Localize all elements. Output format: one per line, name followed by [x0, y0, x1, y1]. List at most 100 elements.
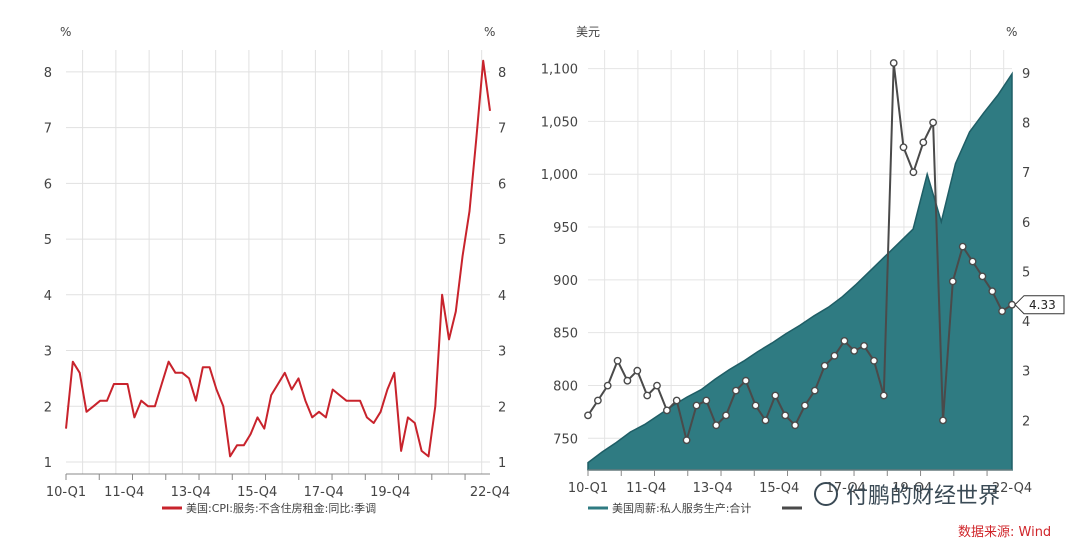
- y-tick-label-right: 7: [498, 122, 506, 137]
- x-tick-label: 19-Q4: [892, 481, 932, 496]
- y-tick-label-left: 950: [553, 221, 578, 236]
- x-tick-label: 15-Q4: [759, 481, 799, 496]
- y-tick-label-left: 1,000: [541, 168, 578, 183]
- series-point: [998, 307, 1006, 316]
- series-point: [672, 396, 681, 405]
- series-point: [781, 411, 790, 420]
- y-tick-label-left: 5: [44, 233, 52, 248]
- series-point: [584, 411, 592, 420]
- x-tick-label: 22-Q4: [992, 481, 1032, 496]
- series-point: [958, 242, 967, 251]
- wechat-icon: [814, 482, 838, 506]
- y-tick-label-right: 2: [498, 400, 506, 415]
- series-point: [939, 416, 947, 425]
- x-tick-label: 17-Q4: [304, 485, 344, 500]
- series-point: [929, 118, 937, 127]
- y-tick-label-right: 4: [498, 289, 506, 304]
- series-point: [791, 421, 799, 430]
- y-tick-label-left: 7: [44, 122, 52, 137]
- series-point: [909, 168, 918, 177]
- left-chart: % % 1 1 2 2 3 3 4 4 5 5 6 6 7 7 8 8 10-Q1 11-Q4 13-Q4 15-Q4 17…: [44, 25, 510, 515]
- watermark-text: 付鹏的财经世界: [846, 484, 1000, 509]
- y-tick-label-right: 6: [1022, 216, 1030, 231]
- series-line-yoy: [587, 62, 1013, 442]
- right-chart: 美元 % 750 800 850 900 950 1,000 1,050 1,100 2 3 4 5 6 7 8…: [541, 25, 1065, 515]
- series-point: [741, 376, 750, 385]
- series-point: [968, 257, 977, 266]
- end-value-callout: [1014, 295, 1065, 315]
- y-tick-label-right: 3: [498, 345, 506, 360]
- x-tick-label: 11-Q4: [626, 481, 666, 496]
- y-tick-label-right: 4: [1022, 315, 1030, 330]
- legend-label: 美国:CPI:服务:不含住房租金:同比:季调: [186, 501, 376, 515]
- series-point: [879, 391, 888, 400]
- y-tick-label-left: 1,050: [541, 115, 578, 130]
- series-point: [840, 336, 849, 345]
- y-tick-label-left: 6: [44, 177, 52, 192]
- y-tick-label-left: 850: [553, 327, 578, 342]
- series-point: [919, 138, 928, 147]
- series-point: [722, 411, 730, 420]
- x-tick-label: 15-Q4: [237, 485, 277, 500]
- source-label: 数据来源: Wind: [958, 525, 1051, 540]
- series-point: [623, 376, 632, 385]
- y-tick-label-right: 5: [498, 233, 506, 248]
- series-point: [899, 143, 908, 152]
- series-point: [988, 287, 997, 296]
- series-point: [830, 351, 839, 360]
- series-line-cpi-services: [65, 59, 491, 458]
- series-point: [712, 421, 721, 430]
- series-point: [948, 277, 957, 286]
- y-tick-label-right: 3: [1022, 365, 1030, 380]
- y-tick-label-left: 4: [44, 289, 52, 304]
- series-point: [850, 346, 859, 355]
- series-point: [889, 59, 898, 67]
- series-point: [643, 391, 652, 400]
- x-tick-label: 22-Q4: [470, 485, 510, 500]
- x-tick-label: 13-Q4: [693, 481, 733, 496]
- series-point: [870, 356, 878, 365]
- series-point: [810, 386, 819, 395]
- series-point: [732, 386, 740, 395]
- legend-label-area: 美国周薪:私人服务生产:合计: [612, 501, 751, 515]
- series-point: [771, 391, 780, 400]
- right-axis-unit: %: [1006, 25, 1017, 39]
- area-weekly-earnings: [587, 71, 1013, 471]
- series-point: [692, 401, 701, 410]
- y-tick-label-right: 8: [1022, 117, 1030, 132]
- series-point: [820, 361, 829, 370]
- series-point: [702, 396, 711, 405]
- series-point: [978, 272, 987, 281]
- end-value-label: 4.33: [1029, 298, 1056, 312]
- series-point: [653, 381, 661, 390]
- y-tick-label-right: 8: [498, 66, 506, 81]
- y-tick-label-left: 1: [44, 456, 52, 471]
- x-tick-label: 17-Q4: [826, 481, 866, 496]
- y-tick-label-left: 1,100: [541, 63, 578, 78]
- y-tick-label-right: 6: [498, 177, 506, 192]
- series-point: [761, 416, 770, 425]
- series-point: [751, 401, 760, 410]
- y-tick-label-right: 2: [1022, 414, 1030, 429]
- series-point: [860, 341, 868, 350]
- y-tick-label-right: 9: [1022, 67, 1030, 82]
- series-point: [1008, 300, 1016, 309]
- y-tick-label-left: 3: [44, 345, 52, 360]
- series-point: [594, 396, 602, 405]
- x-tick-label: 11-Q4: [104, 485, 144, 500]
- x-tick-label: 19-Q4: [370, 485, 410, 500]
- watermark: 付鹏的财经世界: [814, 482, 1000, 509]
- y-tick-label-right: 1: [498, 456, 506, 471]
- y-tick-label-left: 900: [553, 274, 578, 289]
- left-axis-unit: %: [60, 25, 71, 39]
- right-axis-unit: %: [484, 25, 495, 39]
- x-tick-label: 13-Q4: [171, 485, 211, 500]
- series-point: [682, 436, 691, 445]
- y-tick-label-right: 7: [1022, 166, 1030, 181]
- y-tick-label-left: 2: [44, 400, 52, 415]
- x-tick-label: 10-Q1: [568, 481, 608, 496]
- y-tick-label-right: 5: [1022, 265, 1030, 280]
- series-point: [633, 366, 642, 375]
- series-point: [801, 401, 809, 410]
